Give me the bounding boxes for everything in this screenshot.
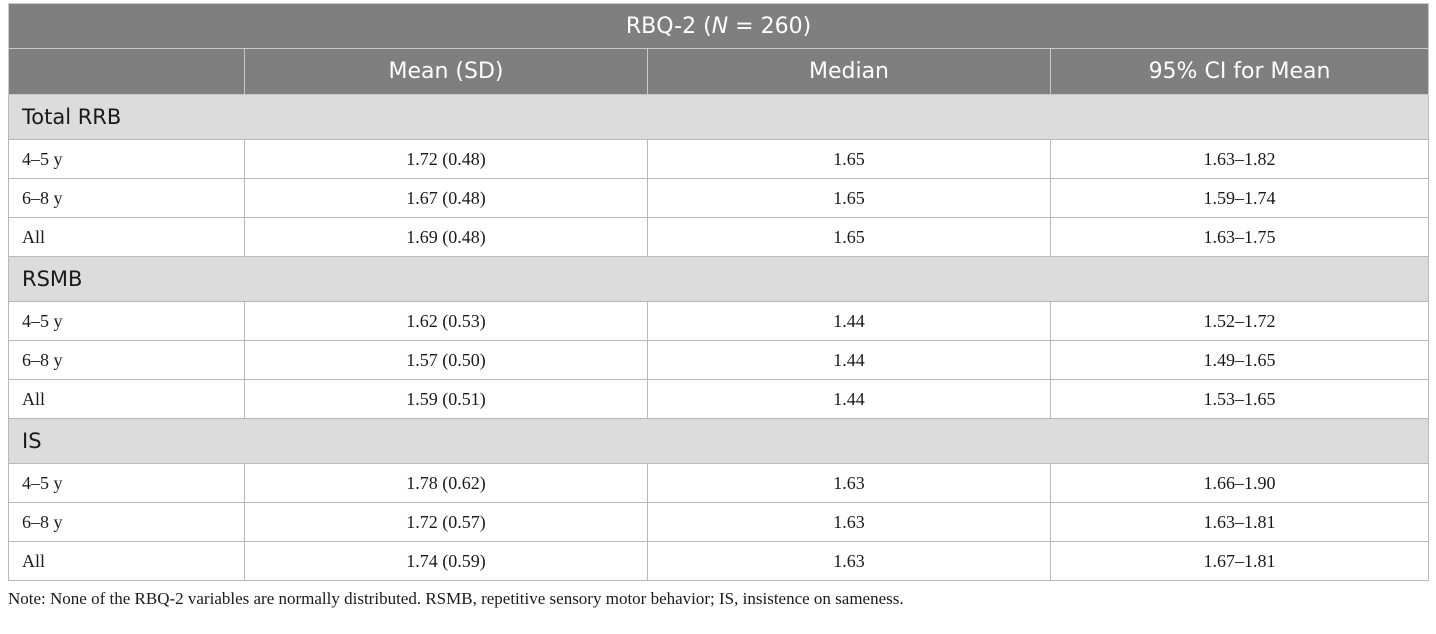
cell-median: 1.65	[647, 139, 1051, 179]
section-row: RSMB	[7, 256, 1430, 302]
table-title: RBQ-2 (N = 260)	[7, 3, 1430, 49]
table-body: Total RRB 4–5 y 1.72 (0.48) 1.65 1.63–1.82 6–…	[7, 94, 1430, 581]
cell-ci: 1.67–1.81	[1049, 541, 1430, 581]
title-prefix: RBQ-2 (	[625, 13, 712, 39]
cell-mean-sd: 1.72 (0.57)	[244, 502, 648, 542]
table-row: All 1.59 (0.51) 1.44 1.53–1.65	[8, 379, 1430, 419]
table-row: All 1.74 (0.59) 1.63 1.67–1.81	[8, 541, 1430, 581]
title-suffix: = 260)	[728, 13, 812, 39]
table-row: 6–8 y 1.57 (0.50) 1.44 1.49–1.65	[8, 340, 1430, 380]
row-label: All	[8, 217, 245, 257]
row-label: 4–5 y	[8, 301, 245, 341]
table-row: 6–8 y 1.72 (0.57) 1.63 1.63–1.81	[8, 502, 1430, 542]
cell-mean-sd: 1.59 (0.51)	[244, 379, 648, 419]
cell-median: 1.44	[647, 340, 1051, 380]
cell-mean-sd: 1.74 (0.59)	[244, 541, 648, 581]
cell-median: 1.63	[647, 541, 1051, 581]
row-label: 4–5 y	[8, 463, 245, 503]
title-row: RBQ-2 (N = 260)	[7, 3, 1430, 49]
cell-ci: 1.66–1.90	[1049, 463, 1430, 503]
cell-median: 1.65	[647, 217, 1051, 257]
table-note: Note: None of the RBQ-2 variables are no…	[8, 589, 904, 608]
row-label: All	[8, 541, 245, 581]
table-row: 4–5 y 1.62 (0.53) 1.44 1.52–1.72	[8, 301, 1430, 341]
cell-median: 1.63	[647, 463, 1051, 503]
table-container: RBQ-2 (N = 260) Mean (SD) Median 95% CI …	[7, 3, 1430, 609]
cell-ci: 1.59–1.74	[1049, 178, 1430, 218]
row-label: 6–8 y	[8, 502, 245, 542]
cell-mean-sd: 1.72 (0.48)	[244, 139, 648, 179]
table-row: 4–5 y 1.72 (0.48) 1.65 1.63–1.82	[8, 139, 1430, 179]
column-header-empty	[8, 48, 245, 95]
section-row: IS	[7, 418, 1430, 464]
cell-ci: 1.63–1.75	[1049, 217, 1430, 257]
cell-mean-sd: 1.69 (0.48)	[244, 217, 648, 257]
rbq2-table: RBQ-2 (N = 260) Mean (SD) Median 95% CI …	[7, 3, 1430, 581]
cell-median: 1.44	[647, 301, 1051, 341]
column-header-row: Mean (SD) Median 95% CI for Mean	[8, 48, 1430, 95]
section-label: Total RRB	[7, 94, 1430, 140]
cell-ci: 1.49–1.65	[1049, 340, 1430, 380]
column-header-mean-sd: Mean (SD)	[244, 48, 648, 95]
cell-mean-sd: 1.62 (0.53)	[244, 301, 648, 341]
row-label: 6–8 y	[8, 178, 245, 218]
section-label: RSMB	[7, 256, 1430, 302]
cell-mean-sd: 1.57 (0.50)	[244, 340, 648, 380]
title-n: N	[711, 13, 729, 39]
table-row: All 1.69 (0.48) 1.65 1.63–1.75	[8, 217, 1430, 257]
column-header-ci: 95% CI for Mean	[1049, 48, 1430, 95]
row-label: 6–8 y	[8, 340, 245, 380]
cell-median: 1.63	[647, 502, 1051, 542]
cell-ci: 1.63–1.81	[1049, 502, 1430, 542]
column-header-median: Median	[647, 48, 1051, 95]
row-label: 4–5 y	[8, 139, 245, 179]
cell-ci: 1.53–1.65	[1049, 379, 1430, 419]
cell-median: 1.44	[647, 379, 1051, 419]
section-label: IS	[7, 418, 1430, 464]
cell-median: 1.65	[647, 178, 1051, 218]
table-row: 4–5 y 1.78 (0.62) 1.63 1.66–1.90	[8, 463, 1430, 503]
row-label: All	[8, 379, 245, 419]
cell-mean-sd: 1.78 (0.62)	[244, 463, 648, 503]
section-row: Total RRB	[7, 94, 1430, 140]
cell-ci: 1.63–1.82	[1049, 139, 1430, 179]
cell-mean-sd: 1.67 (0.48)	[244, 178, 648, 218]
table-row: 6–8 y 1.67 (0.48) 1.65 1.59–1.74	[8, 178, 1430, 218]
cell-ci: 1.52–1.72	[1049, 301, 1430, 341]
